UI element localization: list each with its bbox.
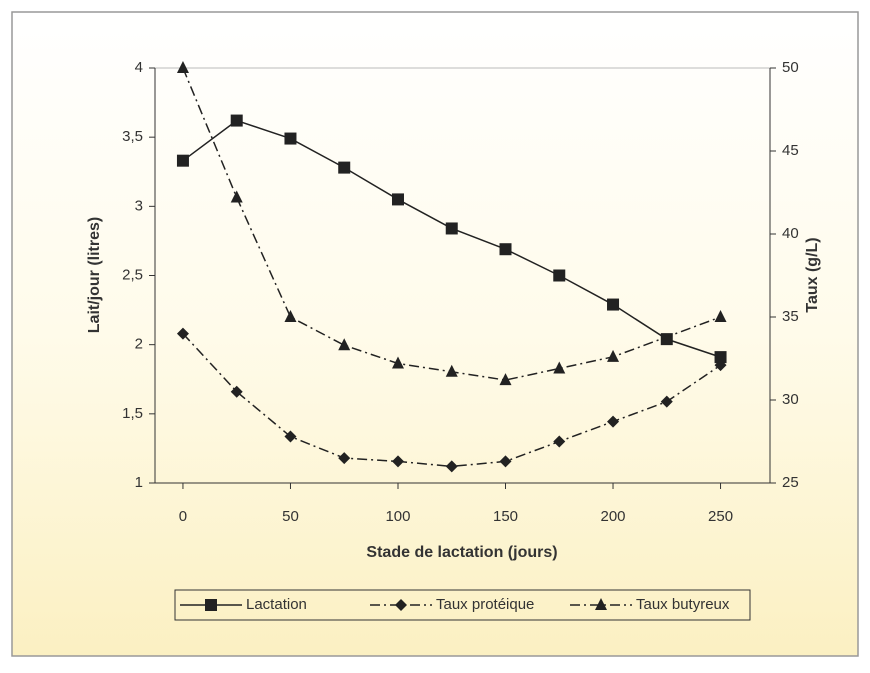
marker-diamond [499, 455, 512, 468]
frame [11, 11, 859, 657]
y-tick-label: 1,5 [122, 405, 143, 422]
y2-tick-label: 50 [782, 59, 799, 76]
marker-triangle [284, 310, 297, 322]
legend-box [174, 589, 751, 621]
marker-diamond [553, 435, 566, 448]
y2-tick-label: 35 [782, 308, 799, 325]
y2-axis-title: Taux (g/L) [804, 237, 821, 312]
marker-diamond [284, 430, 297, 443]
marker-diamond [714, 359, 727, 372]
marker-diamond [607, 415, 620, 428]
marker-square [205, 599, 217, 611]
marker-triangle [176, 61, 189, 73]
y-tick-label: 4 [135, 59, 143, 76]
marker-diamond [176, 327, 189, 340]
y2-tick-label: 25 [782, 474, 799, 491]
series-line [182, 67, 721, 381]
legend-label: Taux butyreux [636, 596, 730, 613]
marker-triangle [338, 338, 351, 351]
y-tick-label: 3 [135, 197, 143, 214]
marker-triangle [445, 364, 458, 377]
x-axis-title: Stade de lactation (jours) [366, 544, 557, 561]
marker-triangle [595, 598, 607, 610]
x-tick-label: 100 [385, 508, 410, 525]
x-tick-label: 200 [601, 508, 626, 525]
x-tick-label: 50 [282, 508, 299, 525]
marker-square [284, 132, 297, 145]
marker-diamond [230, 385, 243, 398]
y2-tick-label: 30 [782, 391, 799, 408]
y2-tick-label: 40 [782, 225, 799, 242]
marker-triangle [714, 310, 727, 322]
marker-diamond [338, 452, 351, 465]
marker-square [714, 351, 727, 364]
marker-triangle [391, 356, 404, 369]
marker-square [553, 269, 566, 282]
y2-tick-label: 45 [782, 142, 799, 159]
marker-triangle [607, 349, 620, 362]
y-tick-label: 2 [135, 336, 143, 353]
marker-square [607, 298, 620, 311]
marker-square [499, 243, 512, 256]
marker-diamond [391, 455, 404, 468]
y-tick-label: 2,5 [122, 266, 143, 283]
marker-square [391, 193, 404, 206]
legend-label: Lactation [246, 596, 307, 613]
marker-diamond [660, 395, 673, 408]
x-tick-label: 0 [179, 508, 187, 525]
y-axis-title: Lait/jour (litres) [86, 217, 103, 333]
marker-diamond [445, 460, 458, 473]
marker-square [176, 154, 189, 167]
marker-triangle [553, 361, 566, 374]
y-tick-label: 3,5 [122, 128, 143, 145]
y-tick-label: 1 [135, 474, 143, 491]
marker-triangle [230, 190, 243, 203]
marker-square [338, 161, 351, 174]
marker-square [445, 222, 458, 235]
x-tick-label: 150 [493, 508, 518, 525]
marker-triangle [499, 373, 512, 386]
marker-diamond [395, 599, 407, 611]
marker-square [230, 114, 243, 127]
x-tick-label: 250 [708, 508, 733, 525]
legend-label: Taux protéique [436, 596, 534, 613]
